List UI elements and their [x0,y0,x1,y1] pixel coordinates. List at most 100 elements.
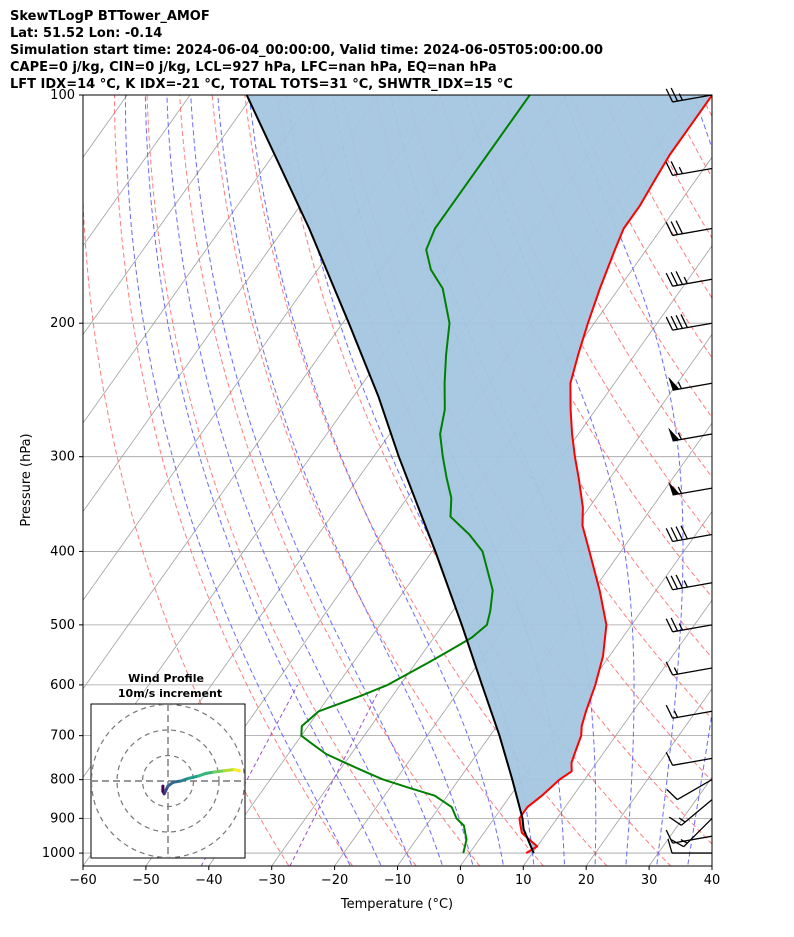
moist-adiabat [190,95,444,866]
isotherm-line [83,95,380,513]
wind-barb-shaft [672,757,713,766]
x-tick-label: −50 [132,873,159,888]
y-tick-label: 300 [50,450,75,465]
wind-barb-full [675,315,684,329]
wind-barb-full [670,839,685,848]
wind-barb [668,481,713,496]
wind-barb-shaft [672,167,713,177]
x-tick-label: 30 [641,873,658,888]
y-tick-label: 1000 [42,846,75,861]
hodograph-title: Wind Profile [128,672,204,685]
wind-barb-half [678,623,684,631]
chart-header: SkewTLogP BTTower_AMOF Lat: 51.52 Lon: -… [10,8,603,93]
wind-barb-half [683,580,688,588]
dry-adiabat [725,78,794,872]
wind-barb-shaft [672,278,713,287]
hodograph-area [91,704,245,858]
wind-barb [665,574,713,591]
hodograph-segment [232,768,241,773]
wind-barb [665,525,713,543]
y-axis-label: Pressure (hPa) [19,433,34,526]
wind-barb-shaft [672,710,713,719]
dry-adiabat [439,95,712,598]
y-tick-label: 700 [50,729,75,744]
isotherm-line [334,333,712,866]
wind-barb-full [670,271,679,286]
wind-barb-full [675,526,684,541]
wind-barb [667,838,712,854]
wind-barb-full [670,527,679,541]
y-tick-label: 900 [50,811,75,826]
wind-barb-half [673,667,679,675]
mixing-ratio-line [289,684,383,866]
moist-adiabat [217,95,474,866]
wind-barb-shaft [677,779,713,801]
x-tick-label: −10 [384,873,411,888]
wind-barb-shaft [672,624,713,633]
isotherm-line [770,78,794,872]
x-axis-label: Temperature (°C) [340,897,453,912]
x-tick-label: −30 [258,873,285,888]
title-line-2: Lat: 51.52 Lon: -0.14 [10,26,163,41]
wind-barb-full [680,314,688,328]
wind-barb [665,161,713,177]
wind-barb-full [675,220,684,234]
moist-adiabat [144,95,382,866]
wind-barb-full [665,528,674,542]
wind-barb-half [677,432,683,440]
isotherm-line [83,95,191,247]
wind-barb-full [665,618,674,633]
title-line-1: SkewTLogP BTTower_AMOF [10,9,210,24]
hodograph-segment [212,769,226,774]
wind-barb-shaft [672,533,713,543]
dry-adiabat [114,95,354,866]
temperature-line [518,95,712,854]
y-tick-label: 100 [50,88,75,103]
wind-barb-shaft [672,94,713,103]
wind-barb-shaft [672,227,713,237]
wind-barb-shaft [672,582,713,591]
moist-adiabat [248,95,505,866]
moist-adiabat [718,95,794,872]
wind-barb-full [675,574,684,589]
wind-barb [668,376,713,391]
wind-barb-flag [668,481,680,496]
isotherm-line [83,95,317,424]
wind-barb [668,799,713,826]
wind-barb-shaft [683,817,713,848]
wind-barb-shaft [680,799,713,826]
title-line-4: CAPE=0 j/kg, CIN=0 j/kg, LCL=927 hPa, LF… [10,60,497,75]
moist-adiabat [124,95,351,866]
wind-barb [665,314,713,331]
wind-barb [665,829,713,844]
wind-barb-shaft [672,667,713,676]
wind-barb-full [668,816,682,826]
wind-barb-half [678,166,684,174]
wind-barb-half [677,486,683,494]
title-line-5: LFT IDX=14 °C, K IDX=-21 °C, TOTAL TOTS=… [10,77,513,92]
wind-barb-shaft [672,382,713,391]
moist-adiabat [563,95,684,866]
wind-barb-full [665,162,674,176]
dry-adiabat [83,190,290,866]
wind-barb-flag [668,376,680,391]
wind-barb-full [665,661,674,676]
wind-barb-full [670,617,679,632]
wind-barb-full [665,576,674,591]
wind-barb [666,779,713,801]
y-tick-label: 500 [50,618,75,633]
wind-barb-full [665,88,674,103]
wind-barb-half [677,381,683,389]
wind-barb-full [667,838,673,854]
parcel-line [245,95,535,854]
wind-barb [665,751,713,766]
wind-barb [665,617,713,633]
isotherm-line [0,78,13,872]
moist-adiabat [166,95,413,866]
wind-barb-full [665,829,674,844]
title-line-3: Simulation start time: 2024-06-04_00:00:… [10,43,603,58]
x-tick-label: −60 [69,873,96,888]
x-tick-label: 40 [704,873,721,888]
isotherm-line [0,78,76,872]
